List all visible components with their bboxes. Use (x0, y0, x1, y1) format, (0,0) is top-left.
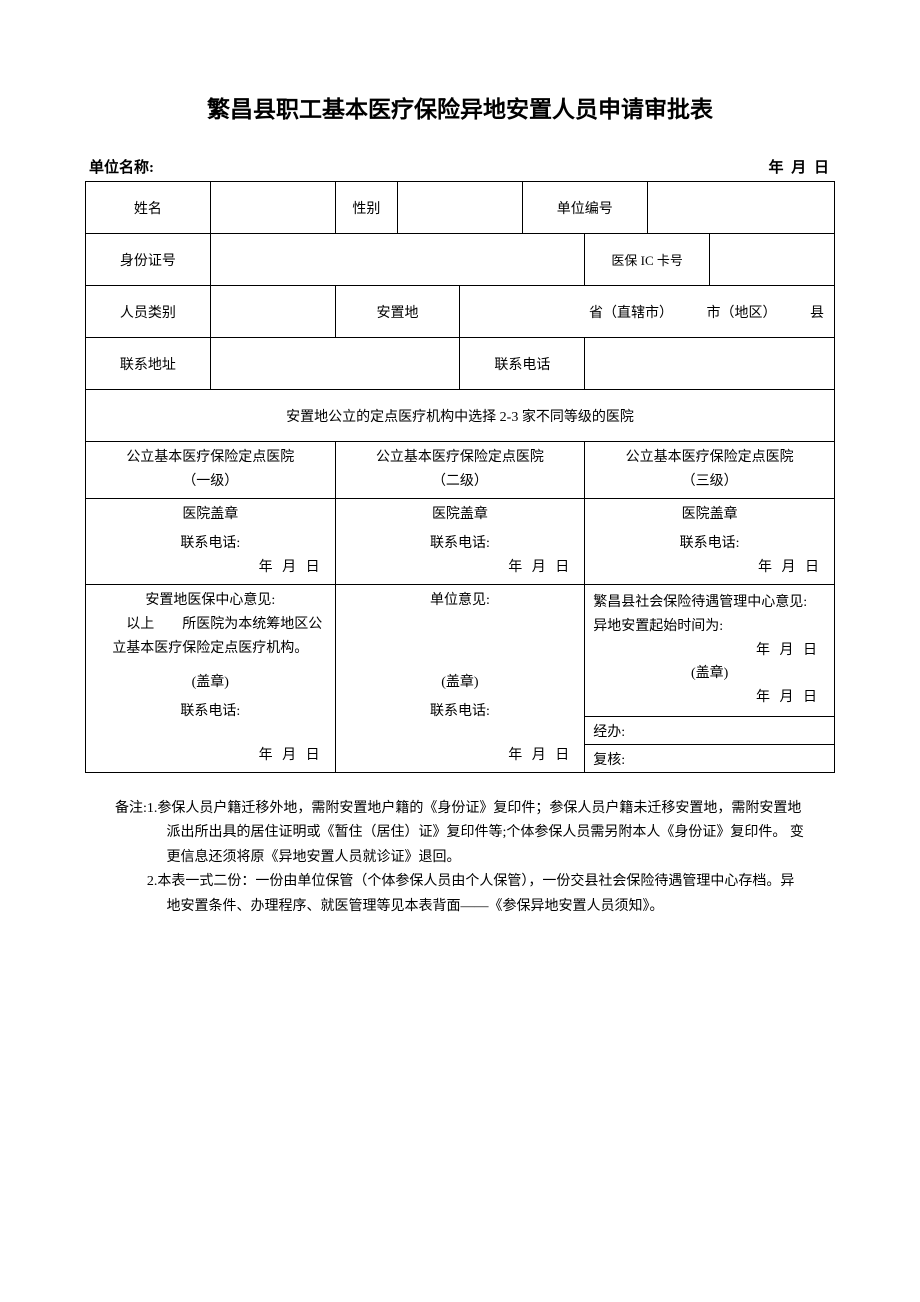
op3-start-date: 年 月 日 (593, 639, 826, 663)
county-text: 县 (810, 302, 824, 322)
place-label: 安置地 (335, 286, 460, 338)
place-value[interactable]: 省（直辖市） 市（地区） 县 (460, 286, 835, 338)
op3-title: 繁昌县社会保险待遇管理中心意见: (593, 591, 826, 615)
notes-section: 备注: 1.参保人员户籍迁移外地，需附安置地户籍的《身份证》复印件；参保人员户籍… (85, 797, 835, 920)
unit-no-value[interactable] (647, 182, 834, 234)
phone-value[interactable] (585, 338, 835, 390)
note-2: 2.本表一式二份：一份由单位保管（个体参保人员由个人保管），一份交县社会保险待遇… (147, 870, 805, 919)
id-value[interactable] (210, 234, 584, 286)
gender-value[interactable] (398, 182, 523, 234)
h3-line2: （三级） (682, 474, 738, 489)
handler-row[interactable]: 经办: (585, 716, 834, 744)
h1-line2: （一级） (182, 474, 238, 489)
phone-label: 联系电话 (460, 338, 585, 390)
h3-date: 年 月 日 (591, 556, 828, 580)
h2-date: 年 月 日 (342, 556, 579, 580)
h3-stamp-label: 医院盖章 (591, 503, 828, 527)
opinion-col2[interactable]: 单位意见: (盖章) 联系电话: 年 月 日 (335, 584, 585, 772)
hospital-1-stamp[interactable]: 医院盖章 联系电话: 年 月 日 (86, 498, 336, 584)
name-label: 姓名 (86, 182, 211, 234)
notes-label: 备注: (115, 797, 147, 920)
section-text: 安置地公立的定点医疗机构中选择 2-3 家不同等级的医院 (86, 390, 835, 442)
h1-line1: 公立基本医疗保险定点医院 (126, 450, 294, 465)
note-1: 1.参保人员户籍迁移外地，需附安置地户籍的《身份证》复印件；参保人员户籍未迁移安… (147, 797, 805, 871)
h2-line2: （二级） (432, 474, 488, 489)
h1-stamp-label: 医院盖章 (92, 503, 329, 527)
reviewer-label: 复核: (593, 753, 625, 768)
person-type-value[interactable] (210, 286, 335, 338)
op3-stamp: (盖章) (593, 662, 826, 686)
h2-line1: 公立基本医疗保险定点医院 (376, 450, 544, 465)
id-label: 身份证号 (86, 234, 211, 286)
addr-value[interactable] (210, 338, 460, 390)
ic-label: 医保 IC 卡号 (585, 234, 710, 286)
hospital-2-header: 公立基本医疗保险定点医院 （二级） (335, 442, 585, 499)
op2-date: 年 月 日 (342, 744, 579, 768)
hospital-3-header: 公立基本医疗保险定点医院 （三级） (585, 442, 835, 499)
hospital-1-header: 公立基本医疗保险定点医院 （一级） (86, 442, 336, 499)
section-header: 安置地公立的定点医疗机构中选择 2-3 家不同等级的医院 (86, 390, 835, 442)
hospital-3-stamp[interactable]: 医院盖章 联系电话: 年 月 日 (585, 498, 835, 584)
op1-date: 年 月 日 (92, 744, 329, 768)
op1-stamp: (盖章) (92, 671, 329, 695)
hospital-2-stamp[interactable]: 医院盖章 联系电话: 年 月 日 (335, 498, 585, 584)
op1-title: 安置地医保中心意见: (92, 589, 329, 613)
row-id: 身份证号 医保 IC 卡号 (86, 234, 835, 286)
h1-phone: 联系电话: (92, 532, 329, 556)
opinion-row: 安置地医保中心意见: 以上 所医院为本统筹地区公立基本医疗保险定点医疗机构。 (… (86, 584, 835, 772)
h2-phone: 联系电话: (342, 532, 579, 556)
form-header: 单位名称: 年 月 日 (85, 156, 835, 177)
reviewer-row[interactable]: 复核: (585, 744, 834, 772)
opinion-col1[interactable]: 安置地医保中心意见: 以上 所医院为本统筹地区公立基本医疗保险定点医疗机构。 (… (86, 584, 336, 772)
main-table: 姓名 性别 单位编号 身份证号 医保 IC 卡号 人员类别 安置地 省（直辖市）… (85, 181, 835, 773)
province-text: 省（直辖市） (589, 302, 673, 322)
unit-name-label: 单位名称: (89, 156, 154, 177)
header-date: 年 月 日 (768, 156, 831, 177)
hospital-stamp-row: 医院盖章 联系电话: 年 月 日 医院盖章 联系电话: 年 月 日 (86, 498, 835, 584)
h3-line1: 公立基本医疗保险定点医院 (626, 450, 794, 465)
op2-title: 单位意见: (342, 589, 579, 613)
person-type-label: 人员类别 (86, 286, 211, 338)
row-person-type: 人员类别 安置地 省（直辖市） 市（地区） 县 (86, 286, 835, 338)
op3-start: 异地安置起始时间为: (593, 615, 826, 639)
unit-no-label: 单位编号 (522, 182, 647, 234)
row-address: 联系地址 联系电话 (86, 338, 835, 390)
addr-label: 联系地址 (86, 338, 211, 390)
op2-phone: 联系电话: (342, 700, 579, 724)
op1-body: 以上 所医院为本统筹地区公立基本医疗保险定点医疗机构。 (92, 613, 329, 661)
handler-label: 经办: (593, 725, 625, 740)
gender-label: 性别 (335, 182, 397, 234)
ic-value[interactable] (710, 234, 835, 286)
op2-stamp: (盖章) (342, 671, 579, 695)
hospital-header: 公立基本医疗保险定点医院 （一级） 公立基本医疗保险定点医院 （二级） 公立基本… (86, 442, 835, 499)
city-text: 市（地区） (707, 302, 777, 322)
row-name: 姓名 性别 单位编号 (86, 182, 835, 234)
opinion-col3[interactable]: 繁昌县社会保险待遇管理中心意见: 异地安置起始时间为: 年 月 日 (盖章) 年… (585, 584, 835, 772)
op1-phone: 联系电话: (92, 700, 329, 724)
op3-date: 年 月 日 (593, 686, 826, 710)
form-title: 繁昌县职工基本医疗保险异地安置人员申请审批表 (85, 90, 835, 124)
h3-phone: 联系电话: (591, 532, 828, 556)
name-value[interactable] (210, 182, 335, 234)
h1-date: 年 月 日 (92, 556, 329, 580)
h2-stamp-label: 医院盖章 (342, 503, 579, 527)
